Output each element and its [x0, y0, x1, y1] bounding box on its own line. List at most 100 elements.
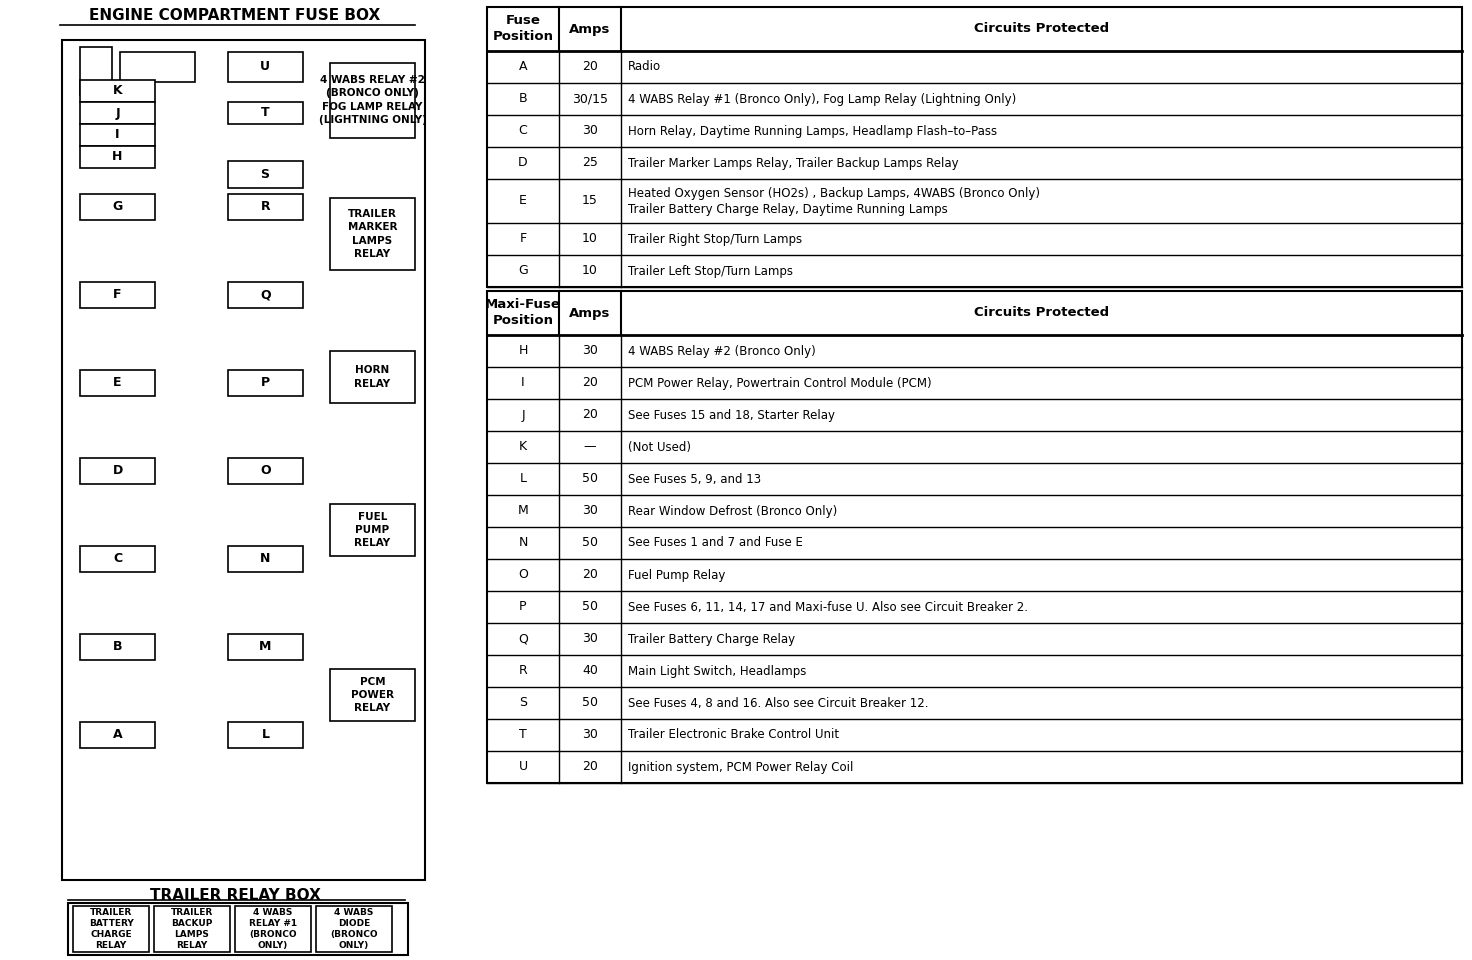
Bar: [228, 194, 303, 220]
Bar: [79, 722, 155, 748]
Text: 15: 15: [581, 195, 598, 207]
Text: 30: 30: [581, 125, 598, 137]
Text: 4 WABS
DIODE
(BRONCO
ONLY): 4 WABS DIODE (BRONCO ONLY): [330, 908, 378, 950]
Bar: [79, 124, 155, 146]
Bar: [228, 282, 303, 308]
Bar: [79, 634, 155, 660]
Text: 20: 20: [581, 409, 598, 421]
Text: K: K: [520, 441, 527, 453]
Bar: [79, 146, 155, 168]
Text: D: D: [112, 465, 122, 477]
Text: G: G: [112, 201, 122, 213]
Bar: [62, 40, 425, 880]
Bar: [330, 504, 415, 556]
Text: TRAILER RELAY BOX: TRAILER RELAY BOX: [150, 888, 321, 903]
Text: N: N: [518, 537, 527, 549]
Text: 50: 50: [581, 601, 598, 613]
Text: 25: 25: [581, 156, 598, 170]
Text: Trailer Right Stop/Turn Lamps: Trailer Right Stop/Turn Lamps: [629, 232, 802, 246]
Text: HORN
RELAY: HORN RELAY: [355, 366, 390, 389]
Text: Radio: Radio: [629, 60, 661, 74]
Text: J: J: [521, 409, 526, 421]
Text: Main Light Switch, Headlamps: Main Light Switch, Headlamps: [629, 664, 807, 678]
Bar: [487, 291, 1462, 783]
Text: TRAILER
BATTERY
CHARGE
RELAY: TRAILER BATTERY CHARGE RELAY: [88, 908, 134, 950]
Bar: [228, 546, 303, 572]
Text: Circuits Protected: Circuits Protected: [974, 306, 1108, 320]
Text: 50: 50: [581, 697, 598, 709]
Bar: [155, 906, 230, 952]
Text: I: I: [115, 129, 119, 141]
Text: See Fuses 4, 8 and 16. Also see Circuit Breaker 12.: See Fuses 4, 8 and 16. Also see Circuit …: [629, 697, 929, 709]
Text: P: P: [261, 376, 269, 390]
Text: PCM
POWER
RELAY: PCM POWER RELAY: [350, 677, 394, 713]
Bar: [79, 282, 155, 308]
Text: F: F: [113, 289, 122, 301]
Text: 4 WABS Relay #2 (Bronco Only): 4 WABS Relay #2 (Bronco Only): [629, 345, 815, 357]
Text: T: T: [520, 729, 527, 741]
Text: 50: 50: [581, 472, 598, 486]
Text: 20: 20: [581, 568, 598, 582]
Text: Maxi-Fuse
Position: Maxi-Fuse Position: [486, 299, 561, 327]
Text: See Fuses 5, 9, and 13: See Fuses 5, 9, and 13: [629, 472, 761, 486]
Text: FUEL
PUMP
RELAY: FUEL PUMP RELAY: [355, 512, 390, 548]
Text: I: I: [521, 376, 526, 390]
Bar: [79, 102, 155, 124]
Text: O: O: [518, 568, 528, 582]
Text: Rear Window Defrost (Bronco Only): Rear Window Defrost (Bronco Only): [629, 505, 838, 517]
Bar: [68, 903, 408, 955]
Text: Trailer Left Stop/Turn Lamps: Trailer Left Stop/Turn Lamps: [629, 265, 793, 277]
Bar: [79, 458, 155, 484]
Text: TRAILER
MARKER
LAMPS
RELAY: TRAILER MARKER LAMPS RELAY: [347, 209, 397, 259]
Text: Fuse
Position: Fuse Position: [493, 14, 553, 43]
Text: N: N: [261, 553, 271, 565]
Text: 20: 20: [581, 376, 598, 390]
Text: S: S: [520, 697, 527, 709]
Text: A: A: [113, 729, 122, 741]
Bar: [316, 906, 392, 952]
Text: 4 WABS Relay #1 (Bronco Only), Fog Lamp Relay (Lightning Only): 4 WABS Relay #1 (Bronco Only), Fog Lamp …: [629, 92, 1016, 106]
Text: A: A: [518, 60, 527, 74]
Bar: [330, 198, 415, 270]
Bar: [228, 458, 303, 484]
Bar: [228, 634, 303, 660]
Text: 10: 10: [581, 265, 598, 277]
Text: See Fuses 15 and 18, Starter Relay: See Fuses 15 and 18, Starter Relay: [629, 409, 835, 421]
Text: D: D: [518, 156, 528, 170]
Text: Q: Q: [518, 633, 528, 645]
Text: 4 WABS
RELAY #1
(BRONCO
ONLY): 4 WABS RELAY #1 (BRONCO ONLY): [249, 908, 297, 950]
Text: 30: 30: [581, 505, 598, 517]
Text: Circuits Protected: Circuits Protected: [974, 22, 1108, 36]
Text: 10: 10: [581, 232, 598, 246]
Bar: [74, 906, 149, 952]
Text: (Not Used): (Not Used): [629, 441, 690, 453]
Text: P: P: [520, 601, 527, 613]
Text: 50: 50: [581, 537, 598, 549]
Text: See Fuses 1 and 7 and Fuse E: See Fuses 1 and 7 and Fuse E: [629, 537, 802, 549]
Text: B: B: [113, 640, 122, 654]
Text: R: R: [261, 201, 271, 213]
Bar: [79, 370, 155, 396]
Text: 30: 30: [581, 633, 598, 645]
Text: C: C: [518, 125, 527, 137]
Text: M: M: [518, 505, 528, 517]
Bar: [228, 161, 303, 188]
Text: M: M: [259, 640, 272, 654]
Text: G: G: [518, 265, 528, 277]
Text: H: H: [112, 151, 122, 163]
Bar: [228, 102, 303, 124]
Text: Heated Oxygen Sensor (HO2s) , Backup Lamps, 4WABS (Bronco Only)
Trailer Battery : Heated Oxygen Sensor (HO2s) , Backup Lam…: [629, 186, 1041, 215]
Text: E: E: [520, 195, 527, 207]
Bar: [79, 546, 155, 572]
Bar: [79, 47, 112, 95]
Text: 30: 30: [581, 345, 598, 357]
Text: Trailer Battery Charge Relay: Trailer Battery Charge Relay: [629, 633, 795, 645]
Text: S: S: [261, 167, 269, 180]
Text: PCM Power Relay, Powertrain Control Module (PCM): PCM Power Relay, Powertrain Control Modu…: [629, 376, 932, 390]
Text: 20: 20: [581, 60, 598, 74]
Text: Amps: Amps: [570, 306, 611, 320]
Bar: [228, 370, 303, 396]
Bar: [236, 906, 311, 952]
Text: O: O: [261, 465, 271, 477]
Text: C: C: [113, 553, 122, 565]
